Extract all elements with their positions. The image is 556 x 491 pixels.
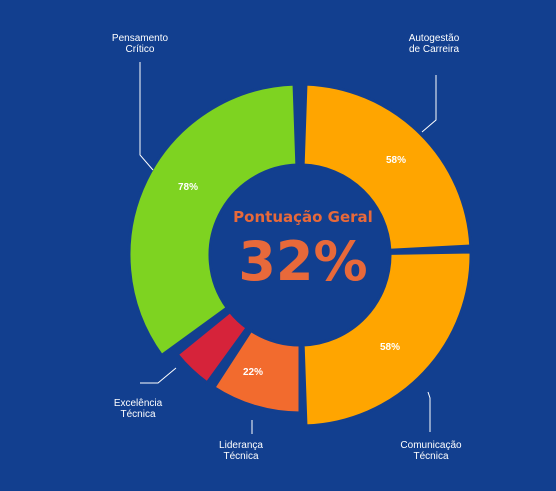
slice-comunicacao-tecnica bbox=[301, 250, 473, 428]
center-value: 32% bbox=[238, 230, 368, 293]
value-label-pensamento-critico: 78% bbox=[178, 182, 198, 193]
value-label-lideranca-tecnica: 22% bbox=[243, 367, 263, 378]
leader-line-pensamento-critico bbox=[139, 62, 154, 171]
leader-line-autogestao-de-carreira bbox=[421, 75, 437, 133]
value-label-comunicacao-tecnica: 58% bbox=[380, 342, 400, 353]
slice-pensamento-critico bbox=[127, 82, 299, 358]
center-title: Pontuação Geral bbox=[233, 208, 373, 226]
label-comunicacao-tecnica: Comunicação Técnica bbox=[400, 440, 462, 462]
slice-autogestao-de-carreira bbox=[301, 82, 473, 252]
label-lideranca-tecnica: Liderança Técnica bbox=[219, 440, 263, 462]
slice-excelencia-tecnica bbox=[175, 310, 249, 385]
slice-lideranca-tecnica bbox=[212, 328, 302, 415]
label-autogestao-de-carreira: Autogestão de Carreira bbox=[408, 33, 460, 55]
label-pensamento-critico: Pensamento Crítico bbox=[111, 33, 169, 55]
leader-line-comunicacao-tecnica bbox=[427, 391, 431, 432]
leader-line-excelencia-tecnica bbox=[140, 367, 177, 384]
label-excelencia-tecnica: Excelência Técnica bbox=[113, 398, 163, 420]
value-label-autogestao-de-carreira: 58% bbox=[386, 155, 406, 166]
